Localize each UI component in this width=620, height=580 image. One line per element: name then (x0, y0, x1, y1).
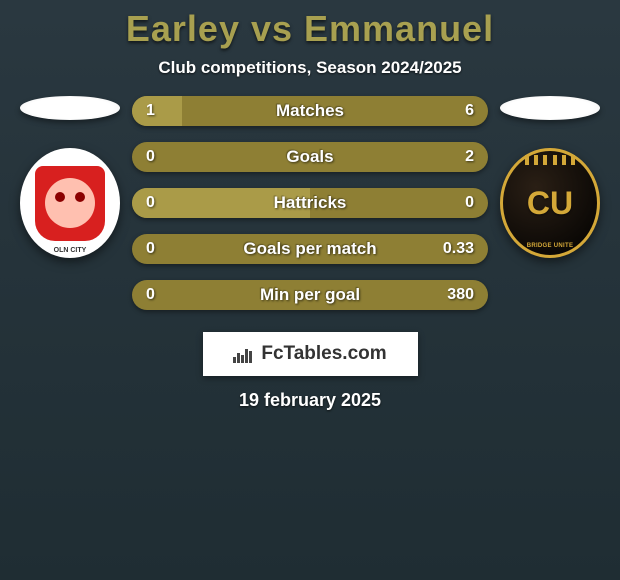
right-logo-initials: CU (527, 185, 573, 222)
right-logo-text: BRIDGE UNITE (527, 243, 574, 249)
left-flag-ellipse (20, 96, 120, 120)
stat-label: Min per goal (260, 285, 360, 305)
stat-right-value: 6 (465, 102, 474, 120)
stat-bar: 0 Min per goal 380 (132, 280, 488, 310)
stat-left-value: 0 (146, 240, 155, 258)
stat-label: Matches (276, 101, 344, 121)
left-logo-inner-icon (35, 166, 105, 241)
stat-left-value: 0 (146, 148, 155, 166)
stat-bar: 0 Goals 2 (132, 142, 488, 172)
left-club-logo: OLN CITY (20, 148, 120, 258)
right-club-column: CU BRIDGE UNITE (500, 96, 600, 258)
stat-right-value: 0 (465, 194, 474, 212)
stat-bar: 1 Matches 6 (132, 96, 488, 126)
comparison-card: Earley vs Emmanuel Club competitions, Se… (0, 0, 620, 411)
subtitle: Club competitions, Season 2024/2025 (0, 58, 620, 78)
stat-label: Hattricks (274, 193, 347, 213)
stat-fill (132, 96, 182, 126)
right-club-logo: CU BRIDGE UNITE (500, 148, 600, 258)
left-logo-face-icon (45, 178, 95, 228)
right-flag-ellipse (500, 96, 600, 120)
stat-bar: 0 Goals per match 0.33 (132, 234, 488, 264)
stats-column: 1 Matches 6 0 Goals 2 0 Hattricks 0 0 Goals per ma… (132, 96, 488, 310)
stat-right-value: 380 (447, 286, 474, 304)
page-title: Earley vs Emmanuel (0, 8, 620, 50)
chart-icon (233, 345, 255, 363)
left-club-column: OLN CITY (20, 96, 120, 258)
right-logo-top-icon (525, 155, 575, 165)
stat-left-value: 0 (146, 286, 155, 304)
brand-text: FcTables.com (261, 343, 386, 365)
stat-bar: 0 Hattricks 0 (132, 188, 488, 218)
brand-box[interactable]: FcTables.com (203, 332, 418, 376)
stat-left-value: 1 (146, 102, 155, 120)
date-line: 19 february 2025 (0, 390, 620, 411)
left-logo-text: OLN CITY (20, 247, 120, 254)
stat-label: Goals per match (243, 239, 376, 259)
stat-right-value: 2 (465, 148, 474, 166)
stat-label: Goals (286, 147, 333, 167)
stat-right-value: 0.33 (443, 240, 474, 258)
main-row: OLN CITY 1 Matches 6 0 Goals 2 0 Hattricks 0 0 Goa… (0, 96, 620, 310)
stat-left-value: 0 (146, 194, 155, 212)
